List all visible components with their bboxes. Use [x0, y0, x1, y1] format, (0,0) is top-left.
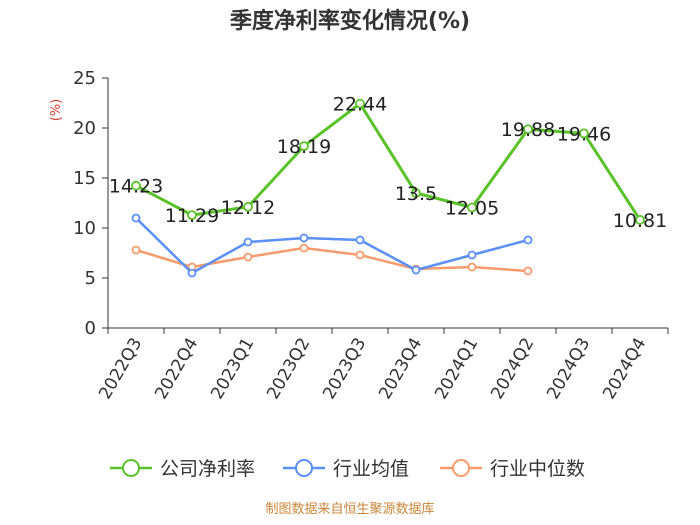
data-point	[411, 265, 421, 275]
data-label: 19.88	[501, 119, 555, 141]
data-point	[579, 128, 589, 139]
series-0	[131, 98, 645, 225]
x-tick-label: 2023Q3	[319, 335, 370, 403]
data-label: 12.12	[221, 197, 275, 219]
legend-item[interactable]: 行业均值	[283, 458, 409, 480]
legend-label: 公司净利率	[160, 458, 255, 480]
data-point	[243, 252, 253, 262]
data-point	[467, 250, 477, 260]
data-point	[243, 237, 253, 247]
data-label: 18.19	[277, 136, 331, 158]
data-point	[355, 250, 365, 260]
data-point	[299, 233, 309, 243]
y-tick-label: 25	[73, 68, 96, 89]
data-point	[635, 214, 645, 225]
legend-marker	[452, 459, 470, 477]
source-note: 制图数据来自恒生聚源数据库	[265, 501, 434, 517]
data-point	[523, 266, 533, 276]
x-tick-label: 2023Q1	[207, 335, 258, 403]
data-point	[131, 213, 141, 223]
data-label: 10.81	[613, 210, 667, 232]
chart-title: 季度净利率变化情况(%)	[230, 8, 470, 34]
legend-item[interactable]: 公司净利率	[110, 458, 255, 480]
data-point	[523, 124, 533, 135]
data-point	[411, 188, 421, 198]
data-point	[355, 98, 365, 109]
data-point	[299, 243, 309, 253]
data-label: 12.05	[445, 198, 499, 220]
data-point	[131, 245, 141, 255]
series-1	[131, 213, 533, 278]
data-point	[131, 180, 141, 191]
data-label: 11.29	[165, 205, 219, 227]
y-axis-unit: (%)	[49, 99, 64, 122]
series-line	[135, 217, 529, 275]
data-point	[467, 202, 477, 213]
data-label: 14.23	[109, 176, 163, 198]
y-tick-label: 0	[85, 318, 96, 339]
legend-label: 行业均值	[333, 458, 409, 480]
data-point	[355, 235, 365, 245]
x-tick-label: 2024Q3	[543, 335, 594, 403]
data-point	[467, 262, 477, 272]
legend-marker	[122, 459, 140, 477]
y-tick-label: 15	[73, 168, 96, 189]
legend-marker	[295, 459, 313, 477]
data-point	[299, 141, 309, 152]
y-tick-label: 10	[73, 218, 96, 239]
data-point	[243, 201, 253, 212]
data-point	[523, 235, 533, 245]
data-label: 19.46	[557, 123, 611, 145]
y-tick-label: 20	[73, 118, 96, 139]
legend-item[interactable]: 行业中位数	[440, 458, 585, 480]
x-tick-label: 2023Q4	[375, 335, 426, 403]
series-line	[135, 246, 529, 273]
series-line	[135, 102, 642, 221]
x-tick-label: 2024Q1	[431, 335, 482, 403]
x-tick-label: 2022Q4	[151, 335, 202, 403]
x-tick-label: 2024Q4	[599, 335, 650, 403]
data-label: 13.5	[395, 183, 437, 205]
x-tick-label: 2023Q2	[263, 335, 314, 403]
y-tick-label: 5	[85, 268, 96, 289]
data-label: 22.44	[333, 94, 387, 116]
x-tick-label: 2024Q2	[487, 335, 538, 403]
data-point	[187, 268, 197, 278]
x-tick-label: 2022Q3	[95, 335, 146, 403]
data-point	[187, 210, 197, 221]
legend-label: 行业中位数	[490, 458, 585, 480]
